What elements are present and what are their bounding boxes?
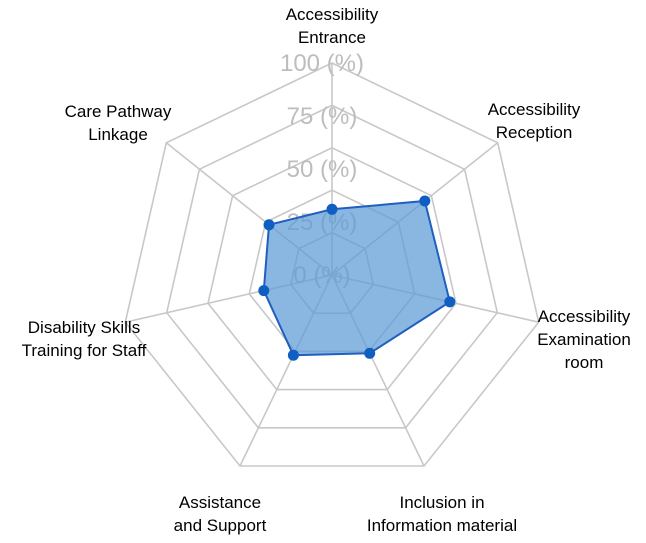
category-labels: Accessibility Entrance Accessibility Recept…: [22, 5, 631, 535]
tick-label-50: 50 (%): [287, 156, 358, 183]
category-label-3-line-1: Information material: [367, 516, 517, 535]
category-label-3: Inclusion in Information material: [367, 493, 517, 535]
category-label-4: Assistance and Support: [174, 493, 267, 535]
category-label-4-line-1: and Support: [174, 516, 267, 535]
data-point-3: [364, 347, 376, 359]
category-label-2-line-2: room: [565, 353, 604, 372]
category-label-6-line-1: Linkage: [88, 125, 148, 144]
data-point-5: [258, 285, 270, 297]
grid-ring-100: [124, 62, 540, 467]
data-point-6: [263, 219, 275, 231]
data-point-4: [287, 349, 299, 361]
grid-ring-80: [165, 104, 499, 429]
category-label-2: Accessibility Examination room: [537, 307, 631, 372]
grid-ring-60: [207, 146, 457, 391]
tick-label-100: 100 (%): [280, 50, 364, 77]
category-label-5-line-1: Training for Staff: [22, 341, 147, 360]
tick-label-75: 75 (%): [287, 103, 358, 130]
category-label-1-line-1: Reception: [496, 123, 573, 142]
data-point-2: [444, 296, 456, 308]
category-label-5-line-0: Disability Skills: [28, 318, 140, 337]
category-label-1-line-0: Accessibility: [488, 100, 581, 119]
category-label-5: Disability Skills Training for Staff: [22, 318, 147, 360]
data-point-1: [419, 195, 431, 207]
category-label-0-line-1: Entrance: [298, 28, 366, 47]
category-label-2-line-1: Examination: [537, 330, 631, 349]
data-series: [258, 195, 456, 361]
series-area-0: [262, 199, 451, 357]
category-label-6-line-0: Care Pathway: [65, 102, 172, 121]
category-label-0: Accessibility Entrance: [286, 5, 379, 47]
data-point-0: [326, 203, 338, 215]
category-label-3-line-0: Inclusion in: [399, 493, 484, 512]
category-label-6: Care Pathway Linkage: [65, 102, 172, 144]
category-label-0-line-0: Accessibility: [286, 5, 379, 24]
category-label-4-line-0: Assistance: [179, 493, 261, 512]
category-label-1: Accessibility Reception: [488, 100, 581, 142]
category-label-2-line-0: Accessibility: [538, 307, 631, 326]
